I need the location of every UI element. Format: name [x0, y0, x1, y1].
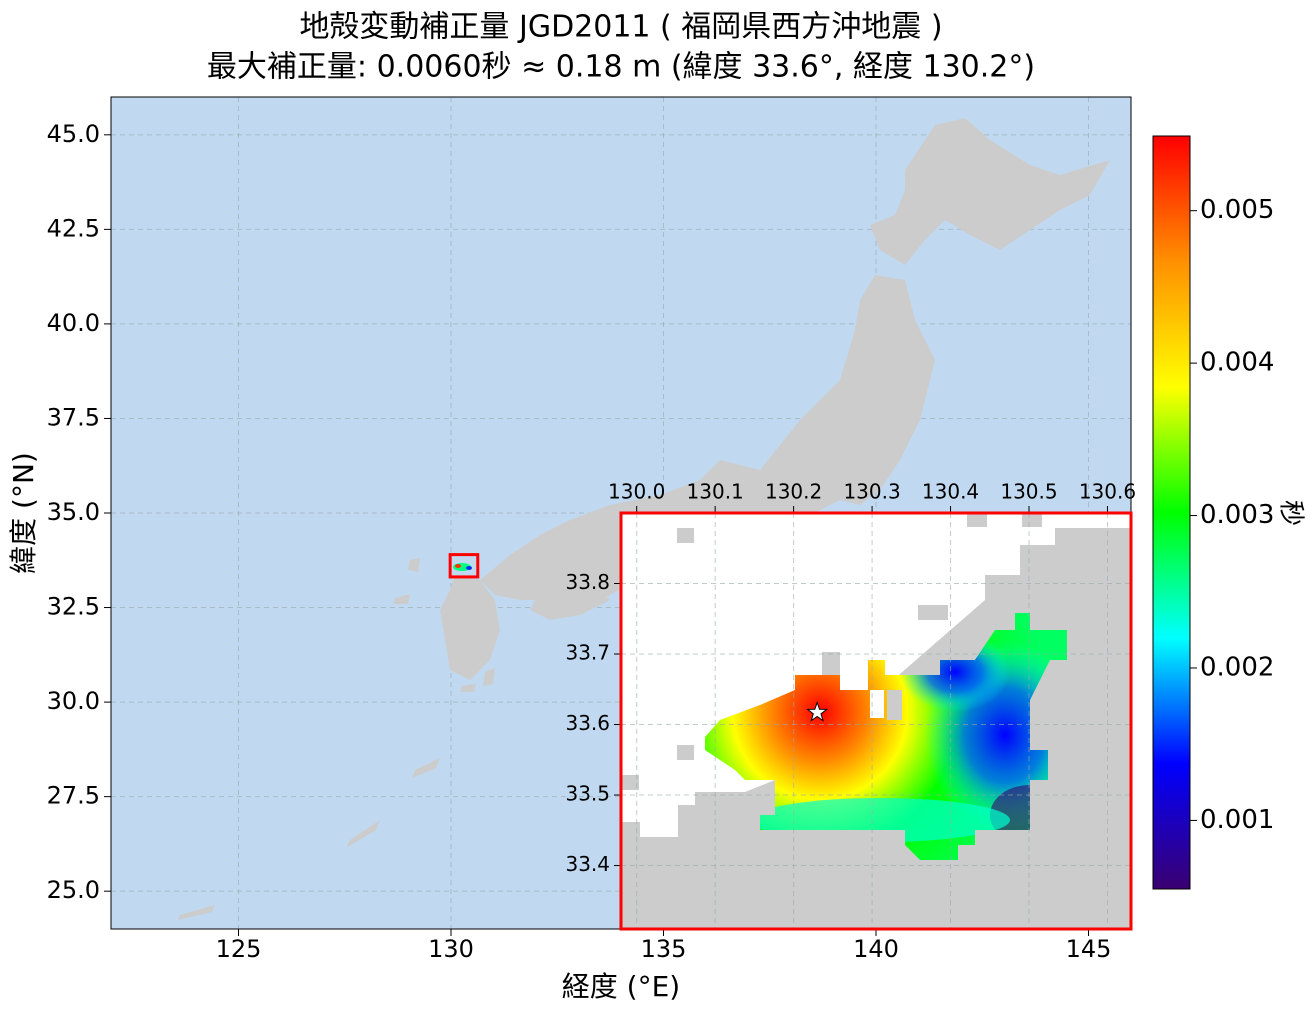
honshu — [480, 275, 935, 600]
y-tick-label: 32.5 — [47, 593, 100, 621]
inset-x-tick-label: 130.3 — [843, 480, 900, 504]
inset-x-tick-label: 130.5 — [1000, 480, 1057, 504]
y-tick-label: 27.5 — [47, 782, 100, 810]
colorbar — [1152, 135, 1191, 890]
epicenter-star — [806, 700, 829, 722]
y-tick-label: 35.0 — [47, 498, 100, 526]
colorbar-tick-label: 0.004 — [1200, 348, 1274, 378]
x-tick-label: 130 — [428, 935, 474, 963]
inset — [621, 513, 1131, 929]
colorbar-tick-label: 0.003 — [1200, 500, 1274, 530]
hokkaido — [870, 118, 1110, 265]
land — [1022, 513, 1042, 527]
land — [967, 513, 987, 527]
y-axis-label: 緯度 (°N) — [7, 452, 40, 574]
inset-x-tick-label: 130.4 — [922, 480, 979, 504]
inset-x-tick-label: 130.0 — [608, 480, 665, 504]
inset-x-tick-label: 130.2 — [765, 480, 822, 504]
inset-y-tick-label: 33.6 — [565, 711, 610, 735]
inset-y-tick-label: 33.7 — [565, 641, 610, 665]
inset-region-box — [448, 553, 480, 579]
islands — [412, 758, 440, 778]
islands — [483, 668, 495, 686]
inset-x-tick-label: 130.1 — [687, 480, 744, 504]
subtitle: 最大補正量: 0.0060秒 ≈ 0.18 m (緯度 33.6°, 経度 13… — [207, 50, 1035, 85]
inset-frame — [619, 511, 1133, 931]
inset-y-tick-label: 33.5 — [565, 782, 610, 806]
gap — [870, 690, 884, 718]
inset-x-tick-label: 130.6 — [1079, 480, 1136, 504]
colorbar-label: 秒 — [1276, 500, 1306, 526]
x-tick-label: 140 — [853, 935, 899, 963]
y-tick-label: 40.0 — [47, 309, 100, 337]
x-tick-label: 125 — [216, 935, 262, 963]
islands — [393, 594, 410, 604]
x-tick-label: 135 — [641, 935, 687, 963]
inset-y-tick-label: 33.8 — [565, 570, 610, 594]
land — [822, 652, 840, 677]
islands — [178, 905, 215, 920]
colorbar-tick-label: 0.005 — [1200, 195, 1274, 225]
land — [621, 775, 639, 790]
land — [918, 605, 948, 620]
y-tick-label: 42.5 — [47, 214, 100, 242]
islands — [460, 684, 476, 692]
colorbar-tick-label: 0.001 — [1200, 805, 1274, 835]
islands — [346, 820, 380, 848]
y-tick-label: 37.5 — [47, 403, 100, 431]
shikoku — [530, 585, 610, 620]
islands — [408, 558, 420, 572]
title: 地殻変動補正量 JGD2011 ( 福岡県西方沖地震 ) — [299, 10, 942, 45]
y-tick-label: 45.0 — [47, 120, 100, 148]
land — [178, 118, 1110, 920]
x-axis-label: 経度 (°E) — [562, 970, 680, 1003]
mini-heatmap — [453, 563, 472, 571]
kyushu — [440, 575, 500, 680]
x-tick-label: 145 — [1066, 935, 1112, 963]
colorbar-tick-label: 0.002 — [1200, 652, 1274, 682]
land — [677, 745, 694, 760]
y-tick-label: 30.0 — [47, 687, 100, 715]
land — [677, 528, 694, 543]
gap — [887, 690, 902, 720]
y-tick-label: 25.0 — [47, 876, 100, 904]
inset-y-tick-label: 33.4 — [565, 852, 610, 876]
